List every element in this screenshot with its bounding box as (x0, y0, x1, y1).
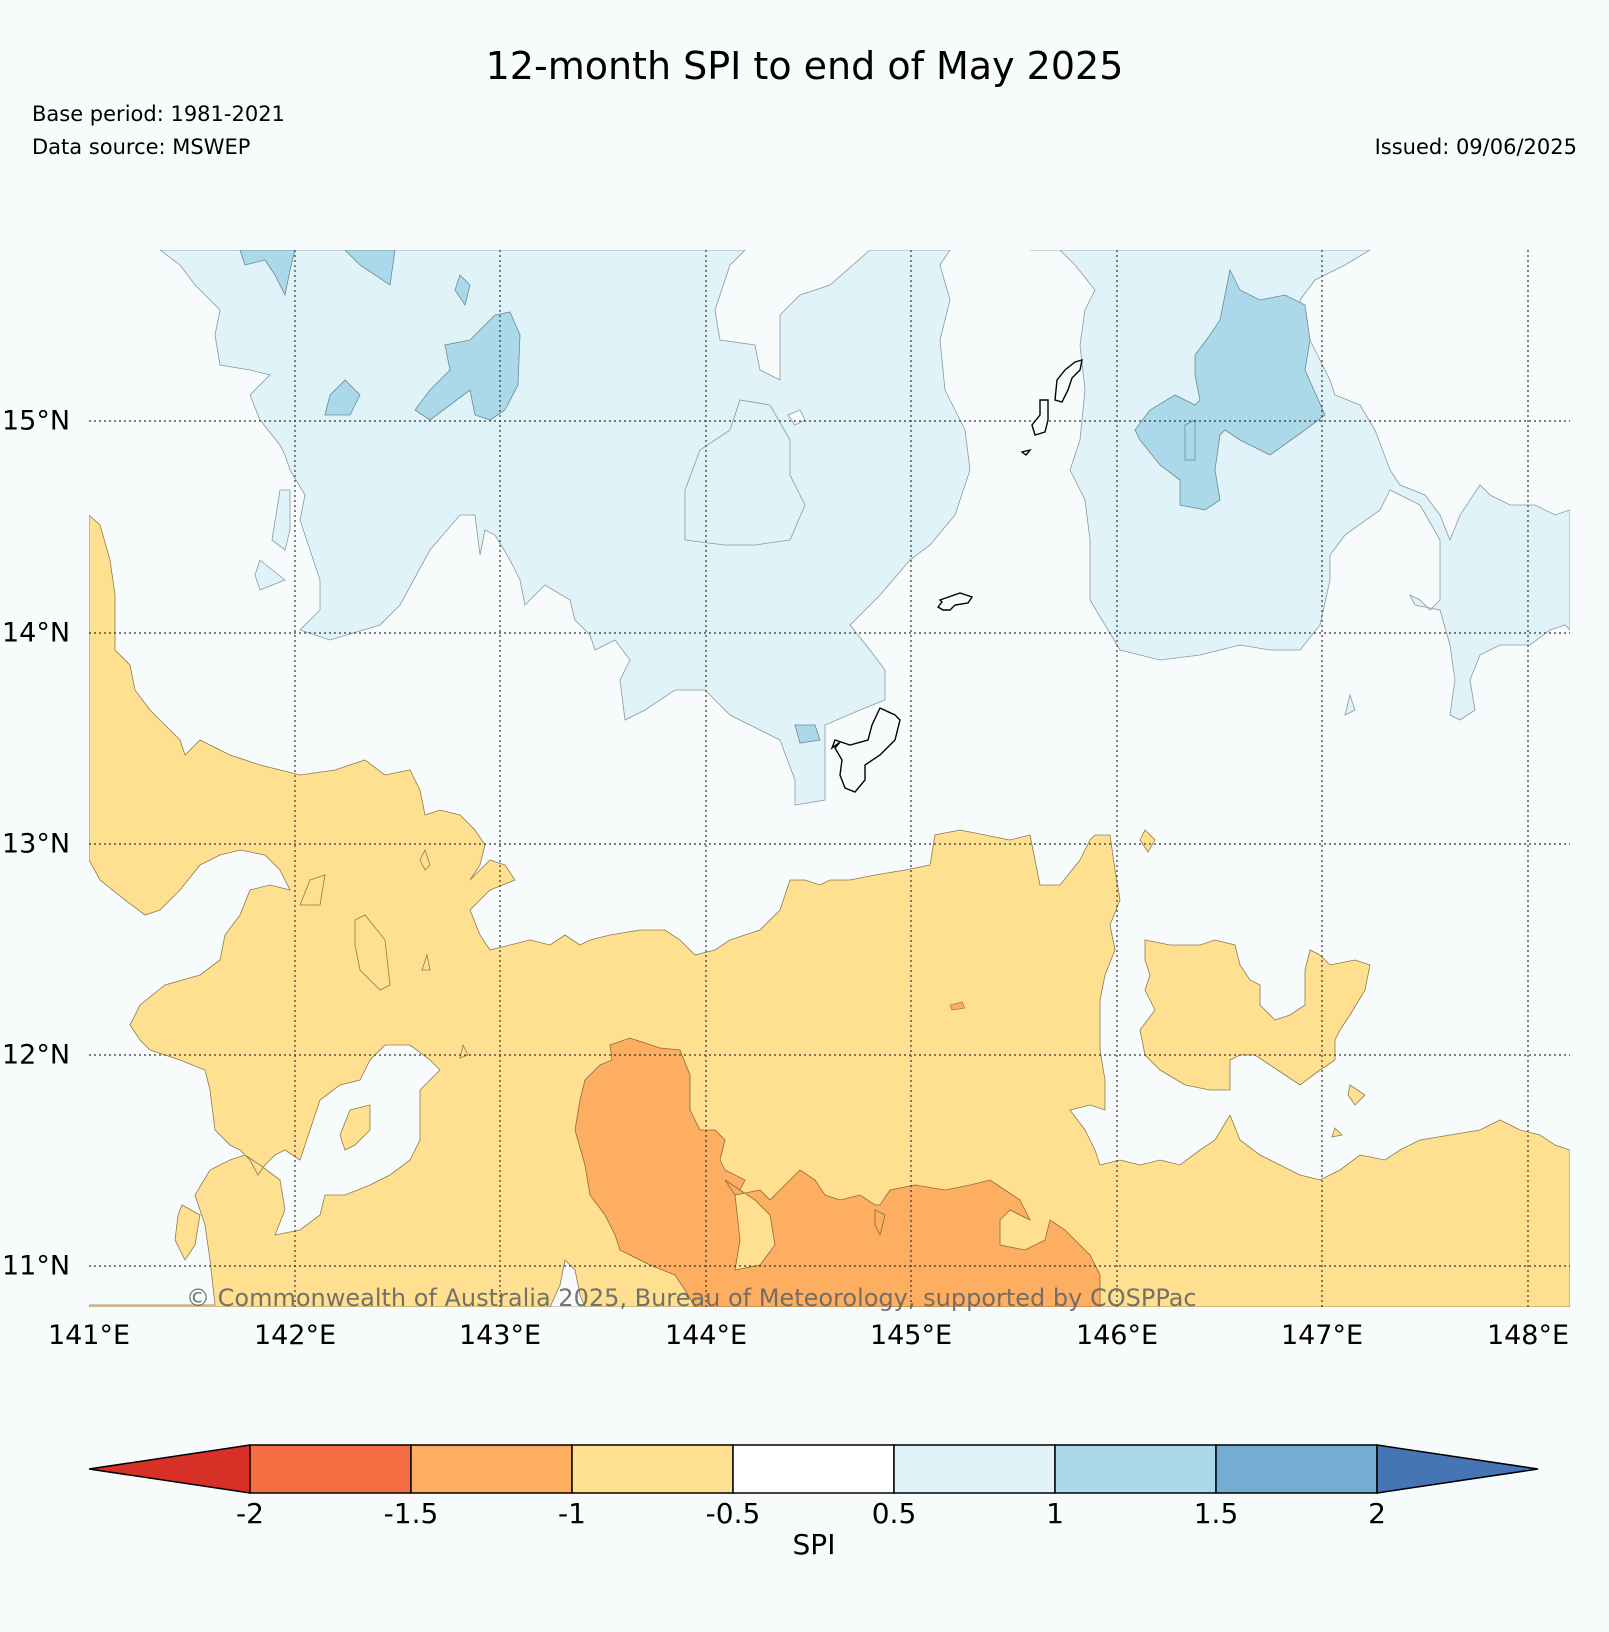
lon-label-146e: 146°E (1075, 1320, 1159, 1351)
map-title: 12-month SPI to end of May 2025 (485, 44, 1124, 88)
lon-label-148e: 148°E (1486, 1320, 1570, 1351)
island-rota (936, 592, 974, 611)
spi-0.5-1-patch-a (271, 489, 291, 551)
spi-1-1.5-patch-5 (324, 379, 361, 416)
spi-neg1-neg0.5-patch-e (1347, 1084, 1366, 1106)
colorbar-segment-7 (1215, 1444, 1378, 1494)
spi-1-1.5-patch-1 (239, 250, 296, 297)
lon-label-143e: 143°E (458, 1320, 542, 1351)
island-aguijan (1020, 448, 1032, 456)
colorbar-tick-neg1.5: -1.5 (383, 1497, 439, 1530)
copyright-notice: © Commonwealth of Australia 2025, Bureau… (186, 1284, 1197, 1312)
lon-label-142e: 142°E (253, 1320, 337, 1351)
colorbar-tick-0.5: 0.5 (871, 1497, 917, 1530)
spi-1-1.5-patch-3 (454, 274, 471, 306)
spi-neutral-gap (549, 1259, 586, 1307)
colorbar-tick-neg1: -1 (558, 1497, 586, 1530)
data-source: Data source: MSWEP (32, 135, 251, 159)
spi-0.5-1-region-east (1030, 250, 1570, 721)
colorbar-segment-5 (893, 1444, 1056, 1494)
base-period: Base period: 1981-2021 (32, 102, 285, 126)
issued-date: Issued: 09/06/2025 (1374, 135, 1577, 159)
spi-neg1-neg0.5-patch-f (1331, 1127, 1343, 1138)
spi-0.5-1-patch-c (1344, 693, 1356, 716)
colorbar-tick-1.5: 1.5 (1193, 1497, 1239, 1530)
colorbar-extend-low (88, 1444, 251, 1494)
colorbar-label: SPI (792, 1528, 836, 1561)
spi-1-1.5-patch-6 (1134, 268, 1326, 511)
colorbar-tick-neg0.5: -0.5 (705, 1497, 761, 1530)
lat-label-15n: 15°N (2, 405, 71, 437)
spi-neg1-neg0.5-patch-a (174, 1204, 201, 1261)
colorbar (88, 1444, 1539, 1494)
lat-label-12n: 12°N (2, 1039, 71, 1071)
colorbar-segment-1 (249, 1444, 412, 1494)
lat-label-13n: 13°N (2, 828, 71, 860)
colorbar-segment-3 (571, 1444, 734, 1494)
lat-label-11n: 11°N (2, 1250, 71, 1282)
map-area (89, 250, 1570, 1307)
spi-neg1.5-neg1-speck (949, 1001, 966, 1011)
spi-neg1.5-neg1-region (574, 1037, 1101, 1307)
spi-1-1.5-patch-2 (344, 250, 396, 286)
colorbar-segment-4 (732, 1444, 895, 1494)
spi-neg1-neg0.5-patch-d (1139, 939, 1371, 1091)
spi-neg1-neg0.5-region (89, 514, 1570, 1307)
lat-label-14n: 14°N (2, 617, 71, 649)
colorbar-segment-2 (410, 1444, 573, 1494)
island-coastlines (830, 359, 1083, 793)
colorbar-extend-high (1376, 1444, 1539, 1494)
spi-1-1.5-patch-4 (414, 311, 521, 421)
island-saipan (1054, 359, 1083, 403)
gridlines (89, 250, 1570, 1307)
colorbar-segment-6 (1054, 1444, 1217, 1494)
lon-label-147e: 147°E (1280, 1320, 1364, 1351)
spi-neg1-neg0.5-patch-c (1139, 829, 1156, 853)
spi-1-1.5-patch-7 (794, 724, 821, 744)
lon-label-144e: 144°E (664, 1320, 748, 1351)
lon-label-141e: 141°E (47, 1320, 131, 1351)
colorbar-tick-2: 2 (1368, 1497, 1386, 1530)
colorbar-tick-1: 1 (1046, 1497, 1064, 1530)
island-guam (830, 707, 901, 793)
lon-label-145e: 145°E (869, 1320, 953, 1351)
spi-0.5-1-patch-b (254, 559, 286, 591)
island-tinian (1031, 399, 1049, 436)
colorbar-tick-neg2: -2 (236, 1497, 264, 1530)
spi-neg1-neg0.5-patch-b (339, 1104, 371, 1151)
spi-0.5-1-region-west (159, 250, 971, 806)
